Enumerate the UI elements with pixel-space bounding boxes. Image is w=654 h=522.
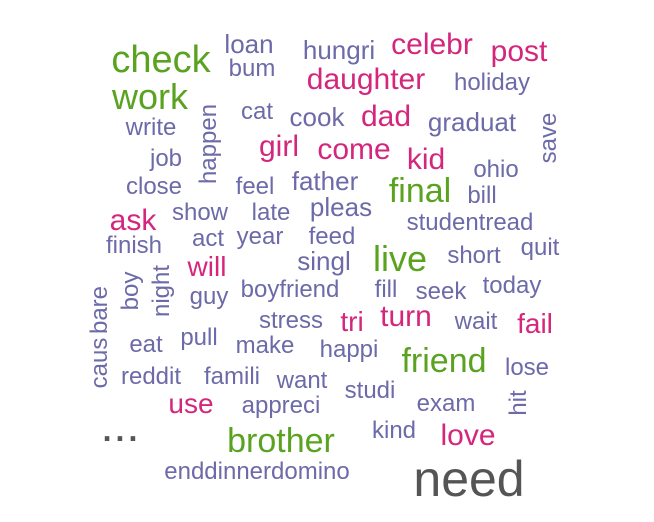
word-famili: famili <box>203 363 261 390</box>
word-close: close <box>125 173 183 200</box>
word-night: night <box>148 264 175 318</box>
word-quit: quit <box>520 234 560 261</box>
word-check: check <box>111 39 211 81</box>
word-eat: eat <box>129 331 163 358</box>
word-brother: brother <box>227 422 335 460</box>
word-stress: stress <box>258 307 324 334</box>
word-need: need <box>413 451 525 507</box>
word-cook: cook <box>289 102 345 132</box>
word-feed: feed <box>308 223 356 250</box>
word-bill: bill <box>467 182 497 209</box>
word-caus: caus <box>86 337 113 389</box>
word-bare: bare <box>86 285 113 335</box>
word-boyfriend: boyfriend <box>240 276 340 303</box>
word-exam: exam <box>416 390 476 417</box>
word-ohio: ohio <box>473 156 519 183</box>
word-enddinnerdomino: enddinnerdomino <box>164 458 350 485</box>
word-save: save <box>535 112 562 164</box>
word-happen: happen <box>195 103 222 185</box>
word-job: job <box>149 145 183 172</box>
word-act: act <box>191 225 225 252</box>
word-come: come <box>317 133 391 166</box>
word-ellipsis: ... <box>102 412 142 448</box>
word-year: year <box>236 223 284 250</box>
word-seek: seek <box>415 278 467 305</box>
word-graduat: graduat <box>427 107 517 137</box>
word-boy: boy <box>117 271 144 311</box>
word-final: final <box>388 172 452 210</box>
word-reddit: reddit <box>120 363 182 390</box>
word-tri: tri <box>340 306 364 337</box>
word-daughter: daughter <box>306 63 426 96</box>
word-appreci: appreci <box>241 392 321 419</box>
word-love: love <box>440 419 496 452</box>
word-feel: feel <box>235 173 275 200</box>
word-bum: bum <box>228 55 276 82</box>
word-celebr: celebr <box>391 28 473 61</box>
word-want: want <box>276 367 328 394</box>
word-dad: dad <box>360 100 412 133</box>
word-ask: ask <box>109 204 157 237</box>
word-father: father <box>291 166 359 196</box>
word-kid: kid <box>406 143 446 176</box>
word-cat: cat <box>240 98 274 125</box>
word-happi: happi <box>319 336 379 363</box>
word-studi: studi <box>344 377 396 404</box>
word-hit: hit <box>505 390 532 416</box>
word-late: late <box>251 199 291 226</box>
word-fail: fail <box>517 308 553 339</box>
word-today: today <box>482 272 542 299</box>
word-show: show <box>171 199 229 226</box>
word-make: make <box>235 332 295 359</box>
word-write: write <box>125 114 177 141</box>
word-friend: friend <box>401 342 487 380</box>
word-holiday: holiday <box>453 69 531 96</box>
word-post: post <box>490 35 548 68</box>
word-fill: fill <box>374 276 398 303</box>
word-hungri: hungri <box>302 35 376 65</box>
word-finish: finish <box>105 232 163 259</box>
word-live: live <box>372 238 428 279</box>
word-girl: girl <box>258 130 300 163</box>
word-short: short <box>447 242 501 269</box>
word-will: will <box>187 251 227 282</box>
word-pull: pull <box>180 324 218 351</box>
word-turn: turn <box>380 300 432 333</box>
word-studentread: studentread <box>406 209 534 236</box>
word-guy: guy <box>189 283 229 310</box>
word-pleas: pleas <box>309 192 373 222</box>
word-kind: kind <box>371 417 417 444</box>
word-singl: singl <box>297 246 351 276</box>
word-lose: lose <box>504 354 550 381</box>
word-wait: wait <box>454 308 498 335</box>
word-loan: loan <box>224 29 274 59</box>
word-use: use <box>168 388 214 419</box>
word-work: work <box>111 76 189 117</box>
